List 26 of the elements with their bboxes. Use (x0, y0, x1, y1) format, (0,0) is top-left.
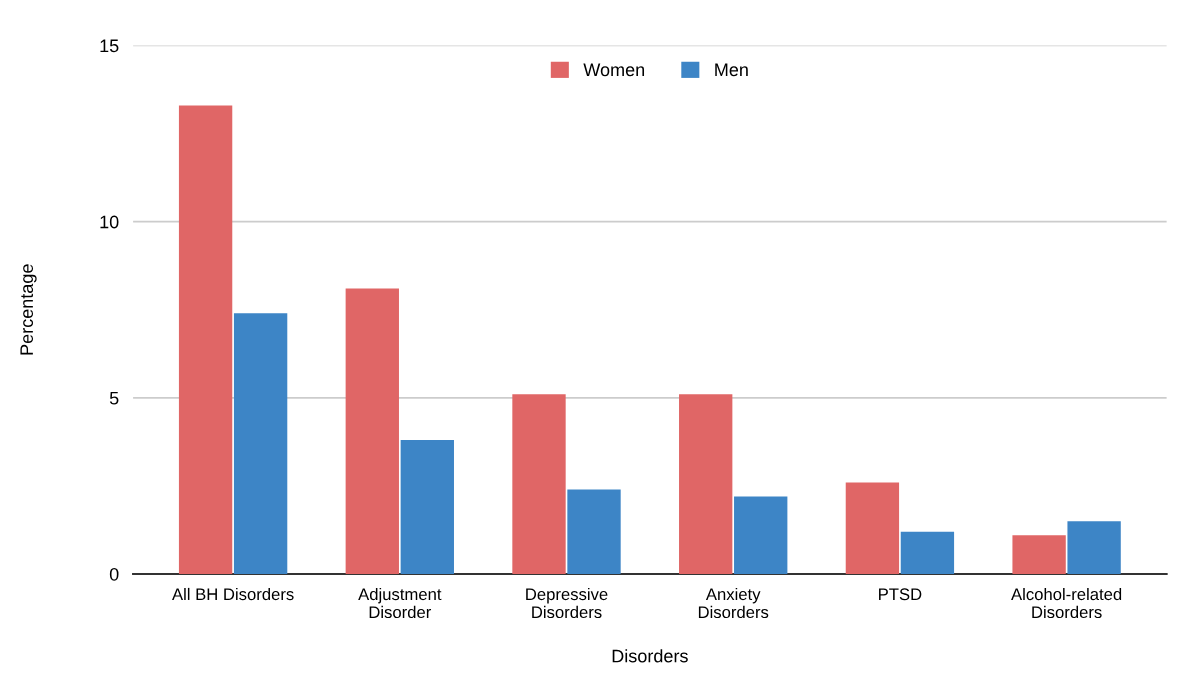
bar (900, 531, 955, 574)
legend-label: Men (715, 63, 748, 77)
x-tick-label: Anxiety Disorders (698, 587, 769, 619)
bar (1067, 521, 1121, 574)
x-tick-label: Alcohol-related Disorders (1011, 587, 1122, 619)
x-tick-label: Adjustment Disorder (358, 587, 442, 619)
x-tick-label: PTSD (879, 588, 922, 601)
bar (233, 313, 288, 574)
bar (1012, 535, 1066, 574)
bar (178, 105, 233, 574)
y-tick-label: 10 (100, 215, 119, 229)
bar (679, 394, 733, 574)
bar (345, 288, 399, 574)
legend-label: Women (583, 63, 645, 77)
x-tick-label: All BH Disorders (172, 587, 294, 601)
y-tick-label: 0 (109, 567, 119, 581)
bar (567, 489, 621, 574)
bar (400, 440, 454, 574)
y-tick-label: 15 (100, 39, 119, 53)
x-axis-title: Disorders (612, 649, 688, 663)
y-tick-label: 5 (109, 391, 119, 405)
x-tick-label: Depressive Disorders (526, 587, 608, 619)
y-axis-title: Percentage (20, 264, 37, 355)
bar (734, 496, 788, 574)
bar (512, 394, 566, 574)
bar (845, 482, 900, 574)
